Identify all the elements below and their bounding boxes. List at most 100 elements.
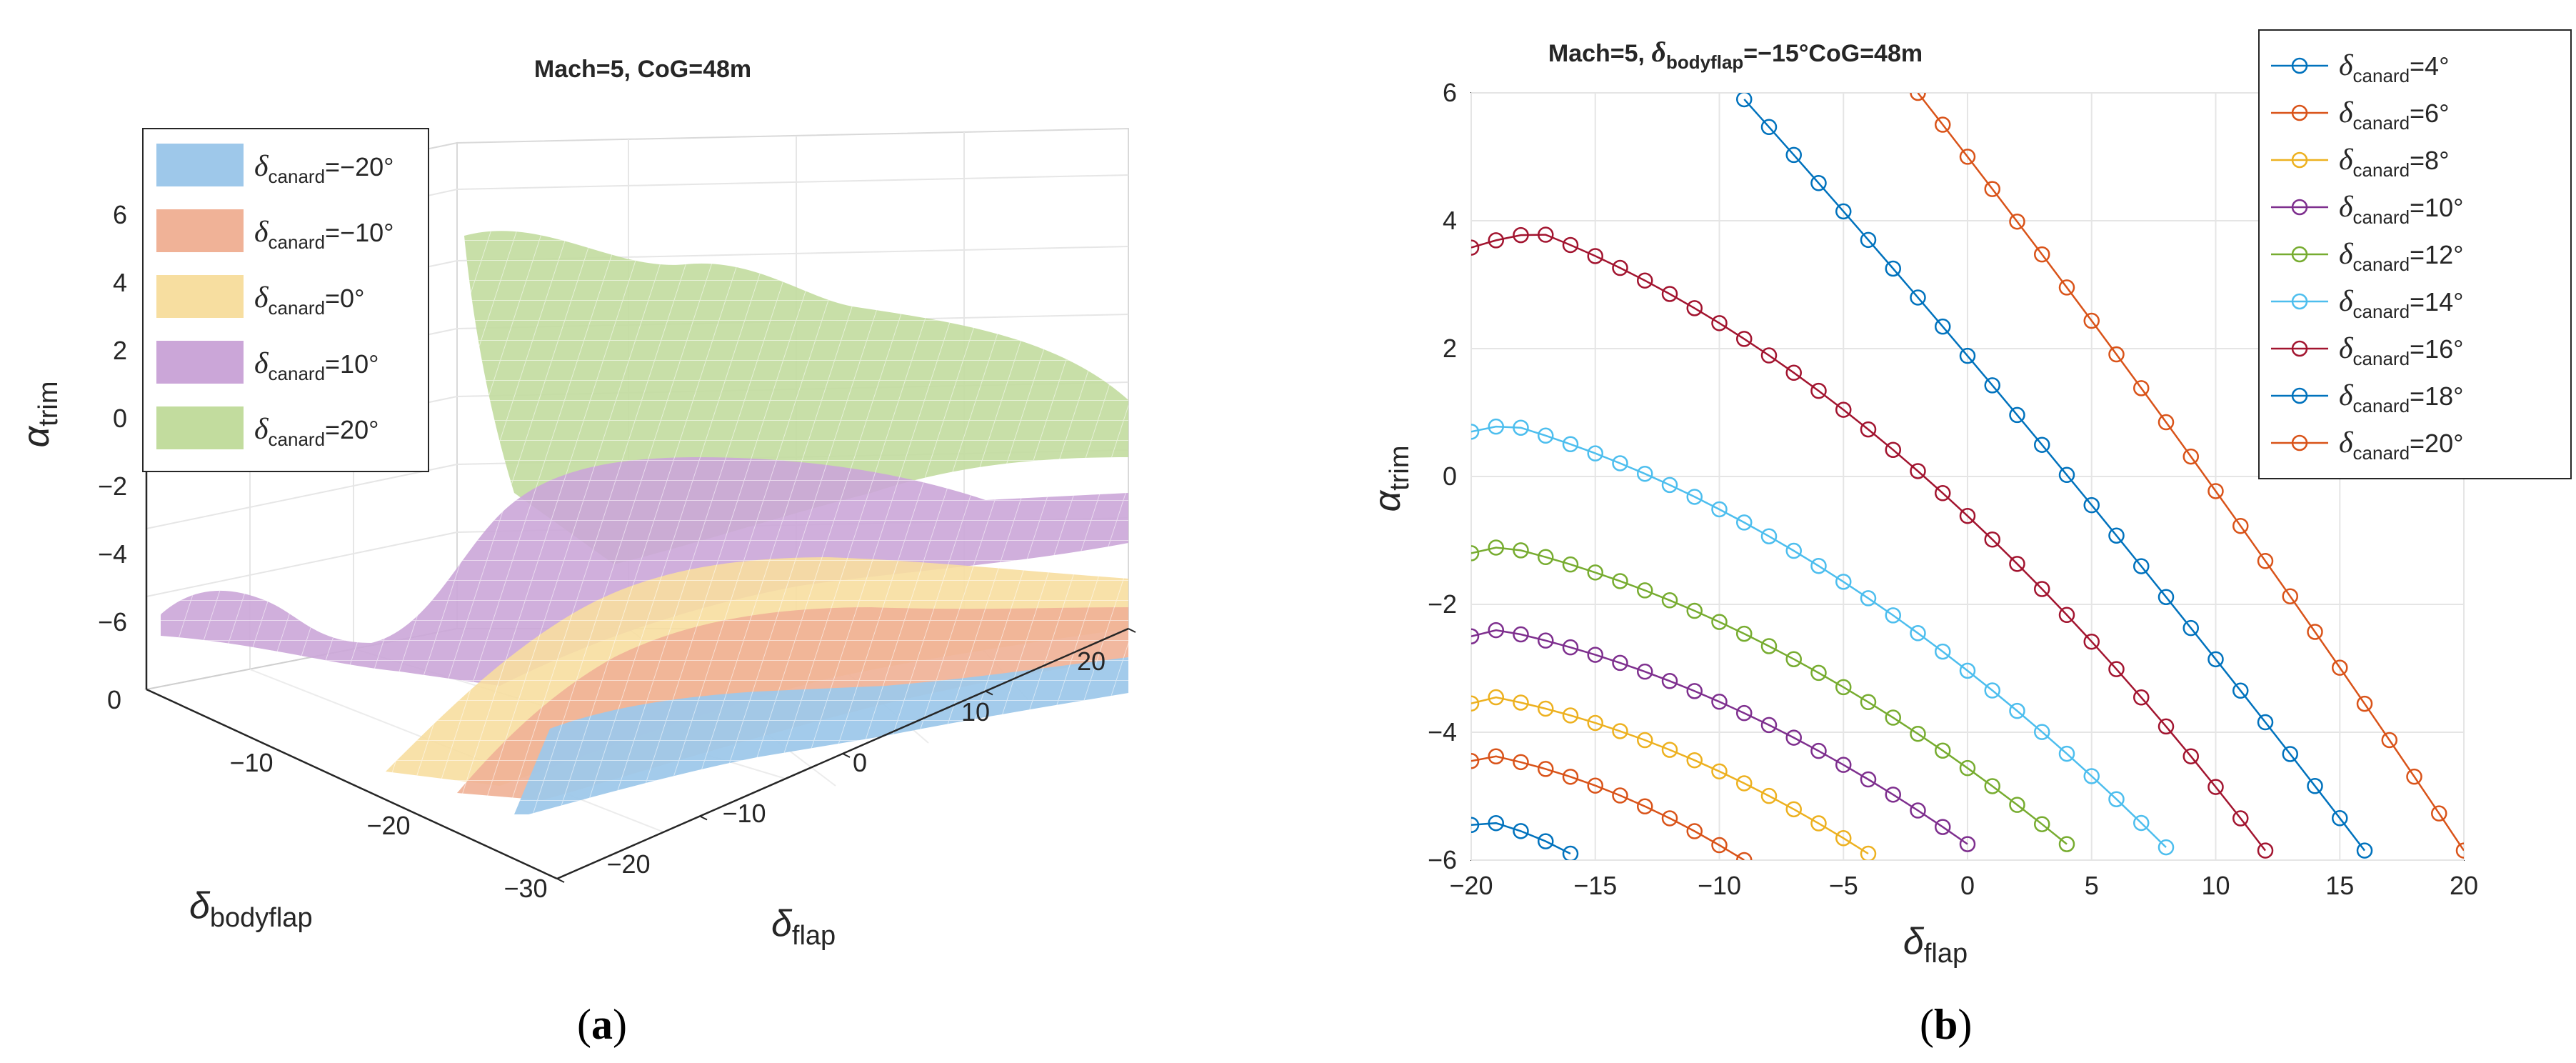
legend-a: δcanard=−20°δcanard=−10°δcanard=0°δcanar…	[142, 128, 429, 472]
series-marker	[2157, 414, 2175, 431]
series-marker	[2083, 768, 2100, 784]
series-marker	[1661, 476, 1678, 494]
x-tick-label: −15	[1573, 871, 1617, 900]
series-marker	[2431, 805, 2447, 822]
legend-b-label: δcanard=6°	[2339, 96, 2449, 134]
series-marker	[2009, 213, 2025, 230]
series-marker	[1959, 836, 1976, 852]
legend-b-marker	[2291, 293, 2308, 310]
series-marker	[2058, 836, 2075, 852]
series-marker	[1513, 542, 1529, 559]
legend-b-label-sub: canard	[2353, 159, 2410, 181]
series-marker	[2034, 581, 2050, 597]
legend-a-label-sym: δ	[254, 281, 269, 314]
x-tick-label: −10	[1698, 871, 1741, 900]
series-marker	[2058, 466, 2075, 484]
series-marker	[1736, 704, 1753, 722]
series-marker	[2257, 553, 2274, 569]
y-tick-label: 0	[1443, 461, 1457, 491]
series-line	[1471, 696, 1869, 855]
series-marker	[2257, 714, 2274, 731]
legend-a-label-sub: canard	[269, 166, 326, 187]
series-marker	[1612, 455, 1628, 471]
legend-a-label-sub: canard	[269, 297, 326, 319]
legend-a-label: δcanard=20°	[254, 413, 379, 450]
flap-tick-label: 20	[1077, 647, 1106, 676]
series-marker	[1471, 753, 1480, 769]
series-marker	[1686, 752, 1703, 769]
panel-a-title: Mach=5, CoG=48m	[534, 56, 751, 83]
series-line	[1917, 93, 2464, 852]
series-marker	[2058, 607, 2075, 624]
series-line	[1471, 822, 1571, 855]
legend-a-swatch	[155, 274, 245, 319]
series-marker	[1959, 507, 1976, 524]
legend-a-label-sym: δ	[254, 216, 269, 249]
series-marker	[1760, 717, 1778, 734]
legend-b-label-value: =16°	[2410, 334, 2463, 364]
series-marker	[1860, 421, 1877, 438]
legend-b-label: δcanard=14°	[2339, 285, 2464, 322]
series-marker	[1835, 401, 1852, 418]
series-marker	[1910, 93, 1926, 101]
series-marker	[1538, 632, 1554, 649]
series-marker	[1860, 231, 1877, 249]
series-marker	[1562, 769, 1579, 785]
legend-b-label-sym: δ	[2339, 332, 2354, 365]
series-marker	[2157, 589, 2175, 605]
legend-b-label-sym: δ	[2339, 144, 2354, 176]
legend-a-label-value: =20°	[325, 415, 379, 444]
series-marker	[1885, 709, 1901, 726]
series-marker	[1471, 628, 1480, 644]
bodyflap-tick-label: −30	[503, 874, 547, 903]
bodyflap-tick-labels: 0 −10 −20 −30	[107, 685, 548, 903]
series-marker	[1661, 592, 1678, 609]
legend-b-label: δcanard=8°	[2339, 144, 2449, 181]
legend-b-label-sym: δ	[2339, 96, 2354, 129]
series-marker	[1835, 679, 1852, 696]
series-marker	[1612, 573, 1628, 589]
legend-b-label-value: =18°	[2410, 381, 2463, 411]
series-marker	[1860, 694, 1877, 711]
series-marker	[1785, 651, 1802, 667]
legend-b: δcanard=4°δcanard=6°δcanard=8°δcanard=10…	[2258, 29, 2572, 479]
series-marker	[1810, 175, 1827, 191]
series-marker	[1959, 759, 1976, 777]
legend-a-label: δcanard=10°	[254, 347, 379, 384]
series-marker	[1661, 286, 1678, 302]
series-marker	[1785, 364, 1802, 381]
series-marker	[1810, 742, 1827, 759]
series-marker	[1959, 347, 1976, 364]
series-marker	[2232, 682, 2249, 699]
legend-a-label: δcanard=−20°	[254, 150, 394, 187]
series-marker	[2083, 633, 2100, 650]
x-tick-label: −20	[1449, 871, 1493, 900]
series-marker	[1637, 272, 1653, 289]
series-marker	[2356, 842, 2373, 859]
series-marker	[2108, 791, 2125, 807]
y-tick-label: −4	[1428, 717, 1457, 747]
series-marker	[2455, 842, 2464, 859]
legend-a-label: δcanard=0°	[254, 281, 364, 319]
z-axis-label: αtrim	[16, 381, 64, 448]
series-marker	[1885, 441, 1901, 458]
flap-tick-label: 10	[961, 697, 990, 727]
series-marker	[1910, 725, 1926, 742]
series-marker	[1785, 542, 1802, 559]
legend-b-label-sym: δ	[2339, 285, 2354, 318]
series-marker	[1471, 695, 1480, 712]
x-tick-label: 10	[2201, 871, 2230, 900]
series-marker	[1736, 852, 1753, 860]
legend-b-label: δcanard=20°	[2339, 426, 2464, 464]
legend-b-label: δcanard=12°	[2339, 238, 2464, 275]
legend-b-label-value: =12°	[2410, 240, 2463, 269]
series-marker	[1538, 226, 1554, 243]
series-marker	[2157, 718, 2175, 735]
x-tick-label: 20	[2450, 871, 2478, 900]
series-marker	[1736, 93, 1753, 108]
series-marker	[2009, 702, 2025, 719]
series-marker	[1661, 742, 1678, 758]
series-marker	[1984, 377, 2000, 394]
z-tick-label: 4	[113, 268, 127, 297]
